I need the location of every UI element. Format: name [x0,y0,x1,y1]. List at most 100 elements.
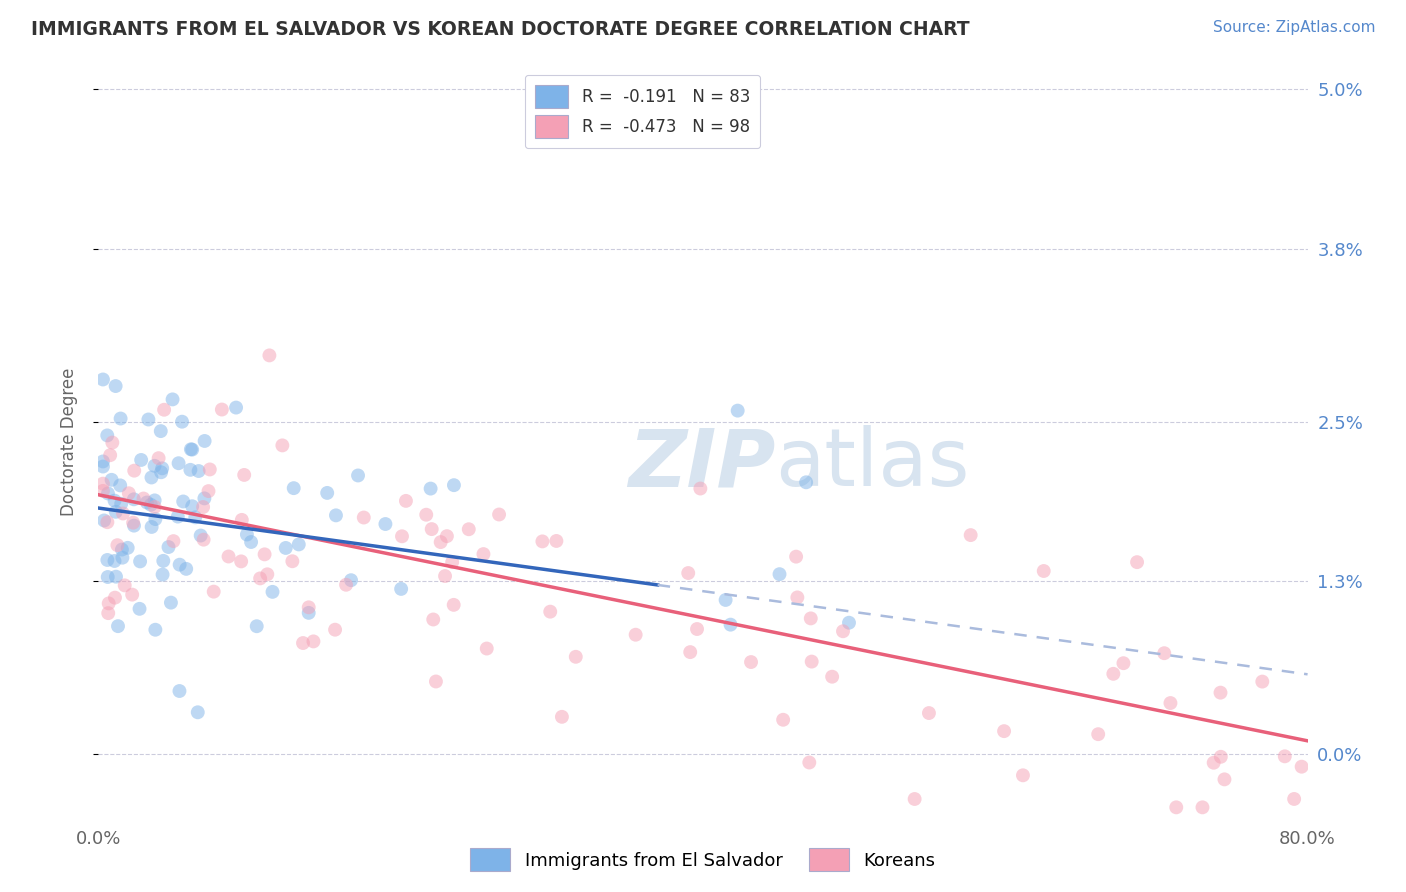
Point [166,509,188,524]
Point [103,493,125,508]
Point [335,578,357,592]
Point [148,451,170,466]
Point [141,470,163,484]
Point [150,461,173,475]
Point [353,510,375,524]
Y-axis label: Doctorate Degree: Doctorate Degree [59,368,77,516]
Point [316,486,339,500]
Text: atlas: atlas [776,425,970,503]
Point [457,522,479,536]
Point [187,464,209,478]
Point [1209,749,1232,764]
Point [169,558,191,572]
Point [993,724,1015,739]
Point [785,549,807,564]
Point [138,412,160,426]
Point [105,538,128,552]
Point [821,670,844,684]
Point [190,528,212,542]
Point [108,478,131,492]
Point [1166,800,1188,814]
Point [838,615,860,630]
Point [1282,792,1305,806]
Point [253,547,276,561]
Point [97,606,120,620]
Point [298,600,321,615]
Point [157,540,180,554]
Point [187,706,209,720]
Point [118,486,141,500]
Point [181,442,204,457]
Point [121,588,143,602]
Point [107,619,129,633]
Point [91,459,114,474]
Point [959,528,981,542]
Point [202,584,225,599]
Point [122,518,145,533]
Point [174,562,197,576]
Point [292,636,315,650]
Point [122,492,145,507]
Point [531,534,554,549]
Point [283,481,305,495]
Point [211,402,233,417]
Point [122,464,145,478]
Point [918,706,941,720]
Point [727,403,749,417]
Point [419,482,441,496]
Point [443,598,465,612]
Point [104,379,127,393]
Point [97,486,120,500]
Point [434,569,457,583]
Point [389,582,412,596]
Point [91,454,114,468]
Point [129,453,152,467]
Point [772,713,794,727]
Point [1087,727,1109,741]
Point [103,554,125,568]
Point [1126,555,1149,569]
Point [1153,646,1175,660]
Point [117,541,139,555]
Point [231,554,253,568]
Point [391,529,413,543]
Point [546,533,568,548]
Point [1202,756,1225,770]
Point [162,392,184,407]
Point [551,710,574,724]
Point [443,478,465,492]
Point [114,578,136,592]
Point [111,542,134,557]
Point [179,463,201,477]
Point [231,513,253,527]
Point [111,550,134,565]
Point [274,541,297,555]
Point [904,792,927,806]
Point [129,554,152,568]
Point [170,415,193,429]
Point [538,605,561,619]
Point [162,534,184,549]
Point [240,535,263,549]
Point [193,533,215,547]
Point [150,465,173,479]
Point [1159,696,1181,710]
Text: IMMIGRANTS FROM EL SALVADOR VS KOREAN DOCTORATE DEGREE CORRELATION CHART: IMMIGRANTS FROM EL SALVADOR VS KOREAN DO… [31,20,970,38]
Point [565,649,588,664]
Point [110,411,132,425]
Point [488,508,510,522]
Point [136,495,159,509]
Point [679,645,702,659]
Point [141,520,163,534]
Point [1291,760,1313,774]
Point [97,596,120,610]
Point [149,424,172,438]
Point [91,372,114,386]
Point [768,567,790,582]
Point [143,458,166,473]
Point [720,617,742,632]
Point [1191,800,1213,814]
Point [193,491,215,506]
Point [181,500,204,514]
Point [139,498,162,512]
